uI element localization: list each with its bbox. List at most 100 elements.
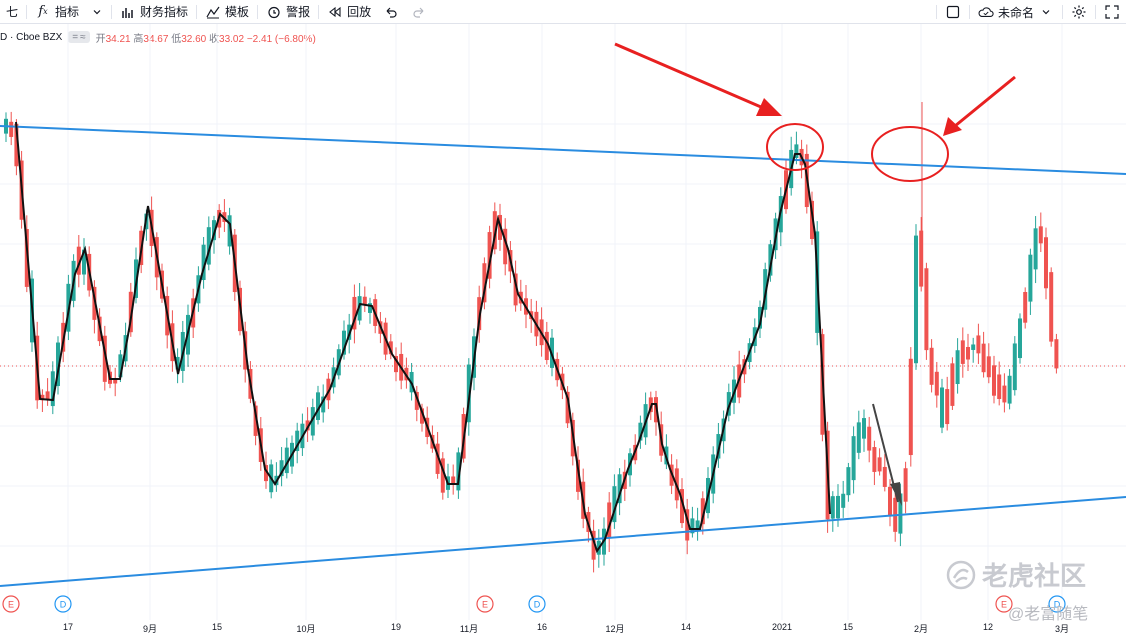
candle-body bbox=[955, 350, 960, 385]
x-axis-label: 15 bbox=[211, 622, 223, 632]
event-marker-label: E bbox=[482, 600, 488, 610]
time-axis[interactable]: 17 9月 15 10月 19 11月 16 12月 14 2021 15 2月… bbox=[0, 620, 1126, 637]
bar-chart-icon bbox=[120, 4, 136, 20]
candle-body bbox=[82, 249, 86, 275]
candle-body bbox=[966, 346, 970, 360]
dividend-marker[interactable] bbox=[528, 595, 546, 613]
x-axis-label: 2021 bbox=[771, 622, 793, 632]
earnings-marker[interactable] bbox=[476, 595, 494, 613]
candle-body bbox=[206, 227, 211, 265]
close-value: 33.02 bbox=[219, 33, 245, 45]
x-axis-label: 12 bbox=[982, 622, 994, 632]
divider bbox=[968, 5, 970, 19]
x-axis-label: 17 bbox=[62, 622, 74, 632]
candle-body bbox=[700, 498, 705, 525]
event-marker-label: E bbox=[1001, 600, 1007, 610]
candle-body bbox=[118, 354, 123, 378]
candle-body bbox=[1018, 318, 1022, 359]
highlight-circle-1[interactable] bbox=[766, 123, 824, 171]
toolbar-right: 未命名 bbox=[934, 0, 1126, 24]
candle-body bbox=[929, 347, 934, 385]
candle-body bbox=[295, 430, 300, 452]
candlesticks bbox=[4, 102, 1059, 573]
candle-body bbox=[45, 391, 50, 400]
candle-body bbox=[305, 420, 310, 431]
candle-body bbox=[414, 391, 419, 410]
candle-body bbox=[997, 374, 1002, 399]
candle-body bbox=[482, 263, 487, 303]
divider bbox=[318, 4, 320, 19]
zigzag-drawing[interactable] bbox=[15, 121, 831, 554]
watermark: 老虎社区 bbox=[946, 556, 1086, 593]
candle-body bbox=[284, 447, 289, 474]
candle-body bbox=[851, 436, 856, 481]
candle-body bbox=[40, 394, 45, 401]
candle-body bbox=[420, 408, 424, 424]
candle-body bbox=[836, 495, 840, 519]
upper-trendline[interactable] bbox=[0, 125, 1126, 175]
indicators-dropdown[interactable] bbox=[85, 0, 109, 24]
candle-body bbox=[388, 341, 393, 355]
candle-body bbox=[1002, 385, 1007, 403]
candle-body bbox=[201, 244, 206, 281]
x-axis-label: 19 bbox=[390, 622, 402, 632]
annotation-arrowhead-2 bbox=[943, 117, 962, 136]
divider bbox=[1095, 5, 1096, 19]
candle-body bbox=[950, 363, 955, 406]
candle-body bbox=[175, 356, 180, 370]
settings-button[interactable] bbox=[1065, 0, 1093, 24]
annotation-arrow-2[interactable] bbox=[954, 75, 1016, 128]
candle-body bbox=[830, 496, 835, 519]
candle-body bbox=[576, 459, 580, 492]
event-marker-label: D bbox=[534, 600, 541, 610]
maximize-button[interactable] bbox=[1098, 0, 1126, 24]
rewind-icon bbox=[327, 4, 343, 20]
watermark-brand: 老虎社区 bbox=[982, 561, 1087, 591]
divider bbox=[196, 4, 198, 19]
legend-pill-b: ≈ bbox=[80, 31, 86, 43]
candle-body bbox=[394, 356, 398, 373]
legend-buttons[interactable]: = ≈ bbox=[68, 31, 90, 43]
templates-button[interactable]: 模板 bbox=[199, 0, 255, 24]
candle-body bbox=[763, 269, 768, 310]
candle-body bbox=[316, 392, 320, 420]
replay-button[interactable]: 回放 bbox=[321, 0, 377, 24]
candle-body bbox=[362, 296, 367, 305]
high-label: 高 bbox=[133, 33, 144, 45]
layout-name: 未命名 bbox=[997, 5, 1034, 20]
candle-body bbox=[690, 518, 695, 534]
candle-body bbox=[326, 378, 331, 401]
chevron-down-icon bbox=[1038, 4, 1054, 20]
undo-button[interactable] bbox=[377, 0, 405, 24]
dividend-marker[interactable] bbox=[1048, 595, 1066, 613]
candle-body bbox=[591, 530, 596, 560]
candle-body bbox=[368, 303, 372, 313]
candle-body bbox=[310, 407, 315, 436]
candle-body bbox=[92, 286, 97, 320]
dividend-marker[interactable] bbox=[54, 595, 72, 613]
symbol-partial-label: 七 bbox=[6, 5, 19, 19]
close-label: 收 bbox=[209, 33, 220, 45]
symbol-partial[interactable]: 七 bbox=[0, 0, 24, 24]
lower-trendline[interactable] bbox=[0, 496, 1126, 587]
annotation-arrow-1[interactable] bbox=[614, 42, 769, 112]
highlight-circle-2[interactable] bbox=[871, 126, 949, 182]
event-marker-label: E bbox=[8, 600, 14, 610]
candle-body bbox=[212, 220, 216, 241]
divider bbox=[257, 4, 259, 19]
candle-body bbox=[227, 215, 232, 247]
fullscreen-toggle[interactable] bbox=[939, 0, 967, 24]
earnings-marker[interactable] bbox=[2, 595, 20, 613]
layout-save-button[interactable]: 未命名 bbox=[972, 0, 1060, 24]
financials-button[interactable]: 财务指标 bbox=[114, 0, 194, 24]
alert-button[interactable]: 警报 bbox=[260, 0, 316, 24]
x-axis-label: 12月 bbox=[605, 624, 625, 634]
event-marker-label: D bbox=[60, 600, 67, 610]
x-axis-label: 16 bbox=[536, 622, 548, 632]
symbol-exchange[interactable]: D · Cboe BZX bbox=[0, 31, 63, 43]
redo-button[interactable] bbox=[405, 0, 433, 24]
earnings-marker[interactable] bbox=[995, 595, 1013, 613]
